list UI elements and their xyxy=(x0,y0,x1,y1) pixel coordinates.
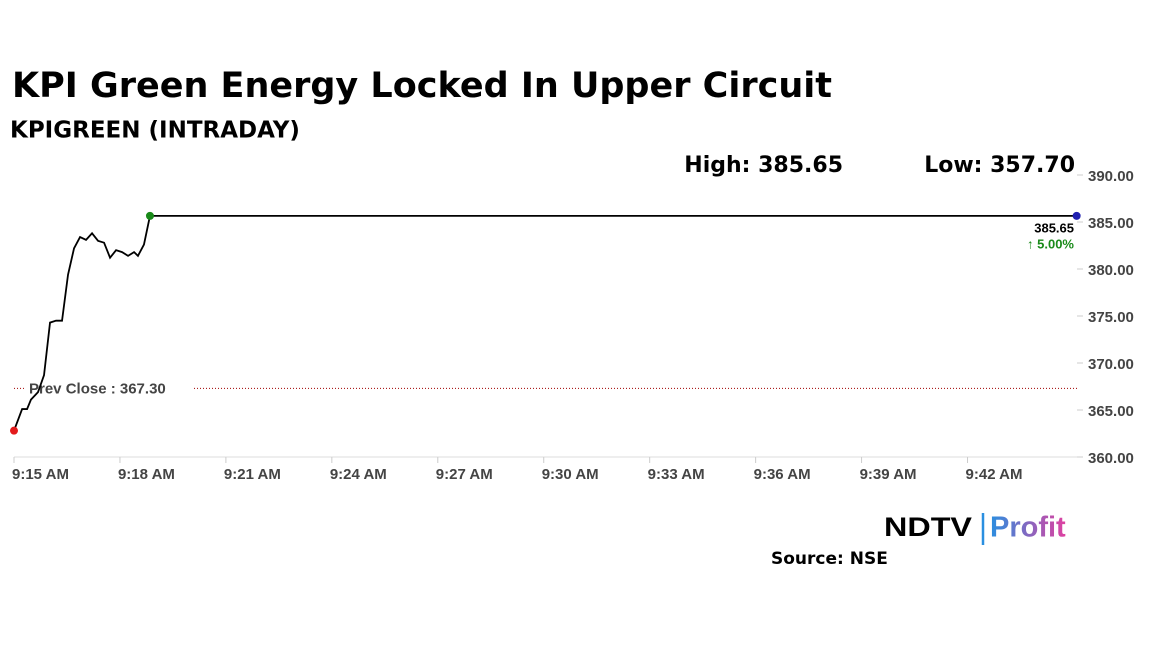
y-tick-label: 390.00 xyxy=(1088,168,1134,185)
x-tick-label: 9:39 AM xyxy=(860,466,917,483)
x-tick-label: 9:24 AM xyxy=(330,466,387,483)
x-tick-label: 9:33 AM xyxy=(648,466,705,483)
y-tick-label: 365.00 xyxy=(1088,403,1134,420)
last-label-bg xyxy=(1024,219,1076,256)
x-tick-label: 9:42 AM xyxy=(966,466,1023,483)
y-tick-label: 385.00 xyxy=(1088,215,1134,232)
logo-brand: NDTV xyxy=(884,512,972,542)
y-tick-label: 380.00 xyxy=(1088,262,1134,279)
x-tick-label: 9:30 AM xyxy=(542,466,599,483)
source: Source: NSE xyxy=(771,549,888,569)
change-label: ↑ 5.00% xyxy=(1027,236,1074,251)
logo-product: Profit xyxy=(990,512,1066,544)
prev-close-label: Prev Close : 367.30 xyxy=(29,380,166,397)
prev-close-bg xyxy=(24,378,194,399)
x-tick-label: 9:15 AM xyxy=(12,466,69,483)
chart-title: KPI Green Energy Locked In Upper Circuit xyxy=(12,66,832,106)
y-tick-label: 375.00 xyxy=(1088,309,1134,326)
x-tick-label: 9:27 AM xyxy=(436,466,493,483)
y-tick-label: 370.00 xyxy=(1088,356,1134,373)
x-tick-label: 9:18 AM xyxy=(118,466,175,483)
price-line xyxy=(13,214,1077,431)
high-label: High: 385.65 xyxy=(684,153,843,178)
chart-subtitle: KPIGREEN (INTRADAY) xyxy=(10,118,300,144)
y-tick-label: 360.00 xyxy=(1088,450,1134,467)
low-label: Low: 357.70 xyxy=(924,153,1075,178)
start-dot xyxy=(10,426,18,435)
last-price-label: 385.65 xyxy=(1034,220,1074,235)
x-tick-label: 9:36 AM xyxy=(754,466,811,483)
high-dot xyxy=(145,211,154,220)
end-dot xyxy=(1072,211,1081,220)
x-tick-label: 9:21 AM xyxy=(224,466,281,483)
